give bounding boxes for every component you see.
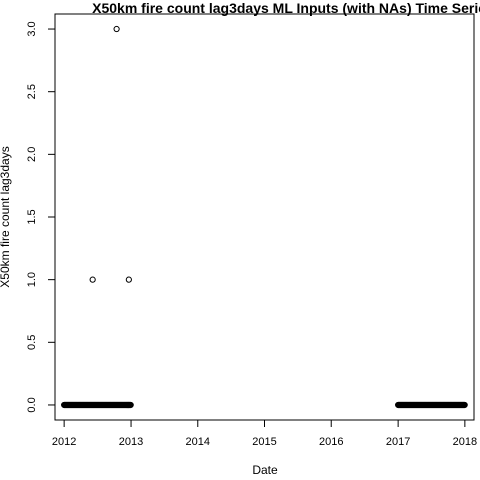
data-points: [61, 25, 468, 409]
y-tick-label: 1.5: [26, 209, 38, 224]
y-tick-label: 3.0: [26, 21, 38, 36]
y-axis: 0.0 0.5 1.0 1.5 2.0 2.5 3.0: [26, 21, 56, 413]
x-axis-label: Date: [252, 463, 278, 477]
chart-title: X50km fire count lag3days ML Inputs (wit…: [92, 0, 480, 16]
y-tick-label: 2.5: [26, 84, 38, 99]
x-tick-label: 2013: [119, 436, 143, 448]
x-tick-label: 2017: [386, 436, 410, 448]
x-tick-label: 2012: [52, 436, 76, 448]
plot-frame: [54, 13, 475, 421]
x-tick-label: 2015: [252, 436, 276, 448]
x-tick-label: 2014: [186, 436, 210, 448]
y-tick-label: 1.0: [26, 272, 38, 287]
data-point: [113, 25, 120, 33]
data-point: [127, 401, 134, 409]
x-tick-label: 2018: [453, 436, 477, 448]
y-axis-label: X50km fire count lag3days: [0, 146, 12, 287]
y-tick-label: 0.5: [26, 335, 38, 350]
data-point: [125, 276, 132, 283]
data-point: [89, 276, 96, 283]
y-tick-label: 0.0: [26, 397, 38, 412]
x-tick-label: 2016: [319, 436, 343, 448]
data-point: [461, 401, 468, 409]
y-tick-label: 2.0: [26, 147, 38, 162]
x-axis: 2012 2013 2014 2015 2016 2017 2018: [52, 419, 477, 448]
